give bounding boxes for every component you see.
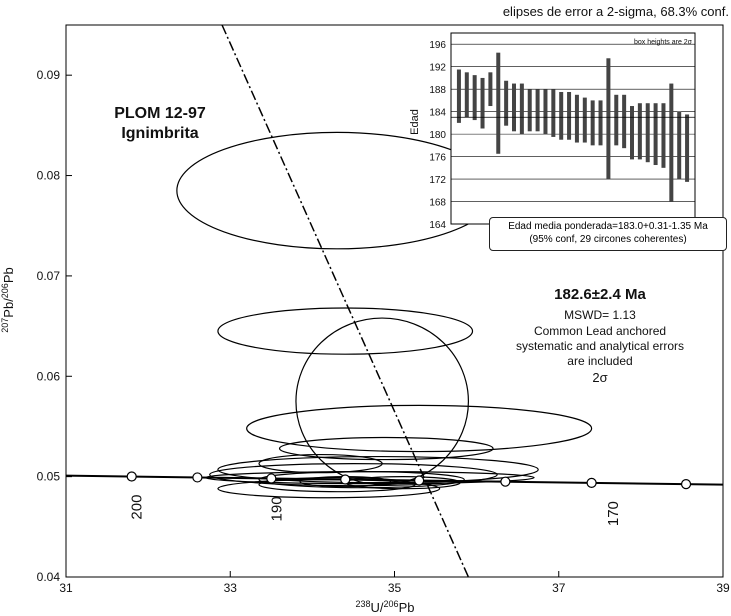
- concordia-point: [192, 472, 203, 483]
- inset-age-bar: [472, 75, 477, 121]
- inset-age-bar: [512, 83, 516, 132]
- x-axis-label: 238U/206Pb: [356, 599, 415, 615]
- sample-title: PLOM 12-97: [114, 105, 206, 122]
- x-tick-label: 33: [224, 581, 238, 595]
- inset-age-bar: [637, 103, 642, 160]
- concordia-point: [126, 471, 137, 482]
- inset-age-bar: [559, 91, 564, 140]
- inset-age-bar: [622, 94, 627, 149]
- inset-age-bar: [456, 69, 461, 123]
- x-tick-label: 35: [388, 581, 402, 595]
- inset-age-bar: [488, 72, 493, 107]
- sigma-label: 2σ: [592, 370, 607, 385]
- concordia-points: 200 190 170: [126, 471, 692, 526]
- inset-age-bar: [582, 97, 587, 143]
- inset-age-bar: [677, 111, 682, 180]
- inset-age-bar: [598, 100, 603, 146]
- y-tick-label: 0.04: [37, 570, 61, 584]
- concordia-point: [586, 477, 597, 488]
- inset-age-bar: [496, 52, 501, 154]
- note-line-3: are included: [567, 354, 632, 368]
- inset-y-tick-label: 180: [429, 130, 446, 141]
- x-tick-label: 37: [552, 581, 566, 595]
- inset-age-bar: [669, 83, 674, 202]
- axis-ticks: 31 33 35 37 39 0.04 0.05 0.06 0.07 0.08 0.09: [37, 68, 730, 595]
- y-tick-label: 0.09: [37, 68, 61, 82]
- concordia-line: [65, 474, 724, 486]
- inset-age-bar: [653, 103, 658, 166]
- inset-age-bar: [606, 58, 611, 180]
- concordia-age-label: 200: [129, 495, 146, 520]
- y-axis-label: 207Pb/206Pb: [0, 267, 16, 332]
- concordia-point: [414, 475, 425, 486]
- error-ellipse: [217, 455, 539, 484]
- y-tick-label: 0.08: [37, 169, 61, 183]
- inset-y-tick-label: 164: [429, 220, 446, 231]
- concordia-point: [680, 479, 692, 490]
- inset-y-tick-label: 188: [429, 85, 446, 96]
- inset-age-bar: [661, 103, 666, 168]
- inset-y-tick-label: 196: [429, 40, 446, 51]
- age-result: 182.6±2.4 Ma: [554, 286, 646, 303]
- inset-y-tick-label: 168: [429, 198, 446, 209]
- mswd-label: MSWD= 1.13: [564, 308, 636, 322]
- y-tick-label: 0.05: [37, 470, 61, 484]
- x-tick-label: 31: [59, 581, 73, 595]
- inset-age-bar: [535, 89, 540, 132]
- error-ellipse: [217, 307, 474, 355]
- inset-age-bar: [464, 72, 469, 118]
- inset-age-bar: [630, 106, 634, 160]
- concordia-age-label: 190: [268, 496, 285, 521]
- error-ellipse: [258, 477, 416, 493]
- weighted-mean-label: Edad media ponderada=183.0+0.31-1.35 Ma: [508, 221, 708, 232]
- inset-age-bar: [685, 114, 690, 182]
- weighted-mean-box: Edad media ponderada=183.0+0.31-1.35 Ma …: [489, 217, 727, 251]
- note-line-1: Common Lead anchored: [534, 324, 666, 338]
- inset-y-label: Edad: [409, 109, 421, 135]
- inset-age-bar: [527, 89, 532, 132]
- error-ellipse: [278, 436, 494, 461]
- error-ellipse: [176, 131, 498, 250]
- concordia-point: [500, 476, 511, 487]
- inset-age-bar: [504, 80, 509, 126]
- y-tick-label: 0.06: [37, 369, 61, 383]
- inset-age-bar: [480, 77, 485, 129]
- weighted-mean-sub: (95% conf, 29 circones coherentes): [529, 234, 687, 245]
- inset-age-bar: [645, 103, 650, 163]
- inset-y-tick-label: 192: [429, 63, 446, 74]
- inset-bars: 164 168 172 176 180 184 188 192 196: [429, 40, 695, 231]
- regression-lines: [65, 24, 724, 578]
- error-ellipses: [176, 131, 593, 499]
- inset-age-bar: [551, 89, 556, 137]
- inset-y-tick-label: 172: [429, 175, 446, 186]
- inset-age-bar: [543, 89, 548, 135]
- concordia-point: [266, 473, 277, 484]
- inset-age-bar: [574, 94, 579, 143]
- inset-y-tick-label: 184: [429, 108, 446, 119]
- concordia-point: [340, 474, 351, 485]
- inset-box-note: box heights are 2σ: [634, 39, 693, 46]
- inset-age-bar: [519, 83, 524, 135]
- x-tick-label: 39: [716, 581, 730, 595]
- regression-line: [221, 24, 470, 578]
- inset-age-bar: [590, 100, 595, 146]
- inset-age-bar: [614, 94, 619, 146]
- header-caption: elipses de error a 2-sigma, 68.3% conf.: [503, 4, 729, 19]
- concordia-age-label: 170: [605, 501, 622, 526]
- note-line-2: systematic and analytical errors: [516, 339, 684, 353]
- sample-subtitle: Ignimbrita: [121, 125, 198, 142]
- error-ellipse: [246, 404, 593, 453]
- y-tick-label: 0.07: [37, 269, 61, 283]
- inset-frame: [450, 32, 696, 225]
- inset-y-tick-label: 176: [429, 153, 446, 164]
- inset-age-bar: [567, 91, 572, 140]
